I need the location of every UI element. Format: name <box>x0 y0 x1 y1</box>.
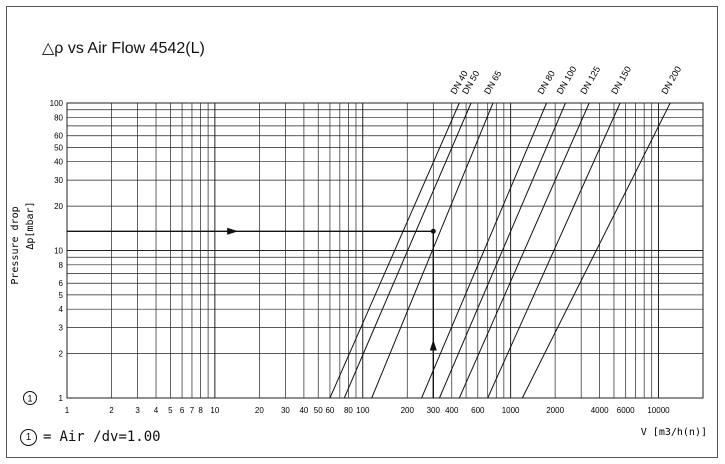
y-tick-label: 6 <box>59 279 64 288</box>
x-tick-label: 400 <box>445 406 459 415</box>
series-line <box>421 102 548 399</box>
example-point <box>430 228 436 234</box>
y-tick-label: 10 <box>54 247 63 256</box>
x-tick-label: 60 <box>325 406 334 415</box>
series-line <box>487 102 621 399</box>
series-line <box>371 102 494 399</box>
y-tick-label: 80 <box>54 113 63 122</box>
x-tick-label: 4 <box>154 406 159 415</box>
y-tick-label: 2 <box>59 350 64 359</box>
y-tick-label: 20 <box>54 202 63 211</box>
series-label: DN 100 <box>555 65 579 96</box>
series-label: DN 125 <box>578 65 602 96</box>
x-tick-label: 6000 <box>617 406 635 415</box>
x-tick-label: 8 <box>198 406 203 415</box>
x-tick-label: 7 <box>190 406 195 415</box>
series-label: DN 80 <box>536 69 557 96</box>
x-tick-label: 1000 <box>502 406 520 415</box>
x-tick-label: 4000 <box>591 406 609 415</box>
arrow-up-icon <box>429 339 437 351</box>
series-label: DN 200 <box>659 65 683 96</box>
y-tick-label: 40 <box>54 158 63 167</box>
x-tick-label: 30 <box>281 406 290 415</box>
x-tick-label: 100 <box>356 406 370 415</box>
y-axis-label-prefix: Pressure drop <box>10 206 21 284</box>
y-tick-label: 30 <box>54 176 63 185</box>
x-tick-label: 40 <box>299 406 308 415</box>
curve-marker-label: 1 <box>27 394 32 404</box>
y-tick-label: 4 <box>59 305 64 314</box>
footnote: 1 = Air /dv=1.00 <box>20 429 161 446</box>
x-tick-label: 2 <box>109 406 114 415</box>
y-axis-label: Δp[mbar] <box>25 201 36 249</box>
series-label: DN 150 <box>609 65 633 96</box>
y-tick-label: 1 <box>59 394 64 403</box>
curve-marker-circle <box>23 391 37 405</box>
series-label: DN 65 <box>482 69 503 96</box>
x-tick-label: 5 <box>168 406 173 415</box>
x-tick-label: 50 <box>314 406 323 415</box>
x-tick-label: 20 <box>255 406 264 415</box>
x-tick-label: 300 <box>427 406 441 415</box>
footnote-marker: 1 <box>20 429 37 446</box>
y-tick-label: 60 <box>54 132 63 141</box>
x-tick-label: 10 <box>210 406 219 415</box>
y-tick-label: 100 <box>50 99 64 108</box>
x-tick-label: 1 <box>65 406 70 415</box>
series-line <box>438 102 566 399</box>
x-tick-label: 3 <box>135 406 140 415</box>
y-tick-label: 3 <box>59 324 64 333</box>
x-tick-label: 6 <box>180 406 185 415</box>
arrow-right-icon <box>227 227 239 235</box>
x-tick-label: 10000 <box>647 406 670 415</box>
footnote-equals: = <box>43 429 52 445</box>
series-line <box>521 102 671 399</box>
series-line <box>458 102 590 399</box>
footnote-text: Air /dv=1.00 <box>59 429 161 445</box>
x-tick-label: 2000 <box>546 406 564 415</box>
x-tick-label: 600 <box>471 406 485 415</box>
chart-title: △ρ vs Air Flow 4542(L) <box>42 40 205 57</box>
series-line <box>329 102 460 399</box>
x-tick-label: 80 <box>344 406 353 415</box>
x-axis-label: V [m3/h(n)] <box>641 427 707 438</box>
chart-frame <box>6 6 718 458</box>
y-tick-label: 50 <box>54 143 63 152</box>
y-tick-label: 8 <box>59 261 64 270</box>
y-tick-label: 5 <box>59 291 64 300</box>
series-line <box>343 102 472 399</box>
x-tick-label: 200 <box>401 406 415 415</box>
